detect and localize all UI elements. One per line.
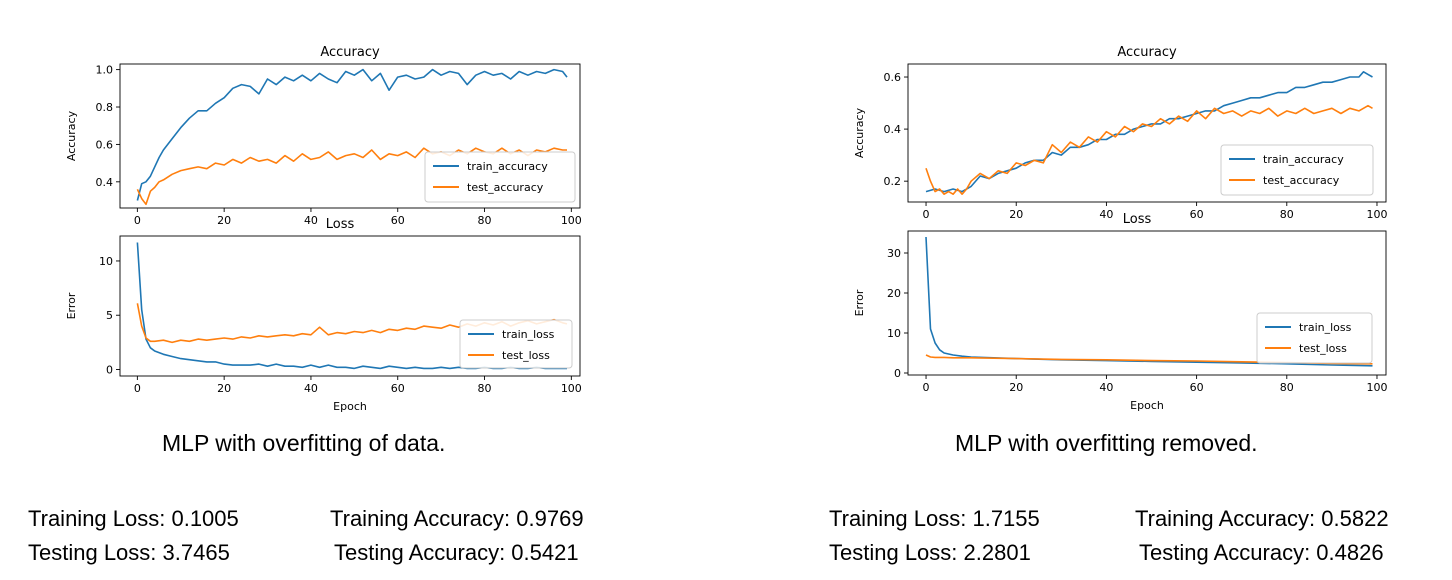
chart3-ytick-label: 0.4 bbox=[884, 123, 902, 136]
chart2-ytick-label: 5 bbox=[106, 309, 113, 322]
caption-left: MLP with overfitting of data. bbox=[162, 430, 446, 456]
chart3-ylabel: Accuracy bbox=[853, 107, 866, 158]
chart4-ytick-label: 30 bbox=[887, 247, 901, 260]
chart3-xtick-label: 100 bbox=[1366, 208, 1387, 221]
chart3-ytick-label: 0.6 bbox=[884, 71, 902, 84]
chart1-legend-label: test_accuracy bbox=[467, 181, 544, 194]
metric-right-testing-accuracy: Testing Accuracy: 0.4826 bbox=[1139, 540, 1384, 565]
chart3-legend-box bbox=[1220, 144, 1374, 196]
caption-right: MLP with overfitting removed. bbox=[955, 430, 1258, 456]
chart4-xtick-label: 60 bbox=[1190, 381, 1204, 394]
chart1-ytick-label: 1.0 bbox=[96, 64, 114, 77]
chart4-ytick-label: 20 bbox=[887, 287, 901, 300]
chart2-xtick-label: 100 bbox=[561, 382, 582, 395]
chart4-title: Loss bbox=[1123, 212, 1152, 227]
chart3-group bbox=[904, 63, 1387, 206]
chart2-frame bbox=[119, 235, 581, 377]
metric-left-testing-loss: Testing Loss: 3.7465 bbox=[28, 540, 230, 565]
chart3-legend-label: train_accuracy bbox=[1263, 153, 1344, 166]
metric-right-training-loss: Training Loss: 1.7155 bbox=[829, 506, 1040, 531]
chart4-ylabel: Error bbox=[853, 289, 866, 316]
chart1-ytick-label: 0.4 bbox=[96, 176, 114, 189]
chart2-group bbox=[116, 235, 581, 380]
chart2-ytick-label: 10 bbox=[99, 255, 113, 268]
chart1-xtick-label: 40 bbox=[304, 214, 318, 227]
chart2-legend-label: train_loss bbox=[502, 328, 555, 341]
chart4-frame bbox=[907, 230, 1387, 376]
chart2-ylabel: Error bbox=[65, 292, 78, 319]
chart4-legend-box bbox=[1256, 312, 1373, 364]
chart4-legend-label: train_loss bbox=[1299, 321, 1352, 334]
chart4-xtick-label: 80 bbox=[1280, 381, 1294, 394]
chart1-frame bbox=[119, 63, 581, 209]
chart3-series-line-test-accuracy bbox=[925, 104, 1373, 195]
chart1-title: Accuracy bbox=[320, 45, 380, 60]
chart4-xtick-label: 100 bbox=[1366, 381, 1387, 394]
chart4-ytick-label: 0 bbox=[894, 367, 901, 380]
chart3-frame bbox=[907, 63, 1387, 203]
metric-left-testing-accuracy: Testing Accuracy: 0.5421 bbox=[334, 540, 579, 565]
chart3-xtick-label: 20 bbox=[1009, 208, 1023, 221]
chart3-xtick-label: 40 bbox=[1099, 208, 1113, 221]
chart3-xtick-label: 80 bbox=[1280, 208, 1294, 221]
chart2-xtick-label: 80 bbox=[478, 382, 492, 395]
chart4-ytick-label: 10 bbox=[887, 327, 901, 340]
metric-left-training-accuracy: Training Accuracy: 0.9769 bbox=[330, 506, 584, 531]
chart2-xlabel: Epoch bbox=[333, 400, 367, 413]
chart4-xtick-label: 20 bbox=[1009, 381, 1023, 394]
chart3-title: Accuracy bbox=[1117, 45, 1177, 60]
chart3-xtick-label: 60 bbox=[1190, 208, 1204, 221]
chart3-legend-label: test_accuracy bbox=[1263, 174, 1340, 187]
chart2-title: Loss bbox=[326, 217, 355, 232]
chart3-xtick-label: 0 bbox=[923, 208, 930, 221]
chart1-xtick-label: 60 bbox=[391, 214, 405, 227]
chart2-legend-label: test_loss bbox=[502, 349, 550, 362]
chart1-xtick-label: 0 bbox=[134, 214, 141, 227]
chart4-xtick-label: 0 bbox=[923, 381, 930, 394]
chart1-legend-label: train_accuracy bbox=[467, 160, 548, 173]
chart1-xtick-label: 80 bbox=[478, 214, 492, 227]
chart2-xtick-label: 60 bbox=[391, 382, 405, 395]
chart4-legend-label: test_loss bbox=[1299, 342, 1347, 355]
metric-left-training-loss: Training Loss: 0.1005 bbox=[28, 506, 239, 531]
chart1-ytick-label: 0.6 bbox=[96, 138, 114, 151]
chart2-xtick-label: 20 bbox=[217, 382, 231, 395]
chart2-xtick-label: 0 bbox=[134, 382, 141, 395]
chart1-ylabel: Accuracy bbox=[65, 110, 78, 161]
chart4-xtick-label: 40 bbox=[1099, 381, 1113, 394]
chart1-legend-box bbox=[424, 151, 576, 203]
chart1-xtick-label: 20 bbox=[217, 214, 231, 227]
chart4-xlabel: Epoch bbox=[1130, 399, 1164, 412]
chart1-group bbox=[116, 63, 581, 212]
chart1-xtick-label: 100 bbox=[561, 214, 582, 227]
chart1-ytick-label: 0.8 bbox=[96, 101, 114, 114]
chart4-group bbox=[904, 230, 1387, 379]
chart2-ytick-label: 0 bbox=[106, 363, 113, 376]
metric-right-training-accuracy: Training Accuracy: 0.5822 bbox=[1135, 506, 1389, 531]
chart1-series-line-train-accuracy bbox=[136, 68, 568, 201]
chart2-xtick-label: 40 bbox=[304, 382, 318, 395]
metric-right-testing-loss: Testing Loss: 2.2801 bbox=[829, 540, 1031, 565]
chart3-ytick-label: 0.2 bbox=[884, 175, 902, 188]
